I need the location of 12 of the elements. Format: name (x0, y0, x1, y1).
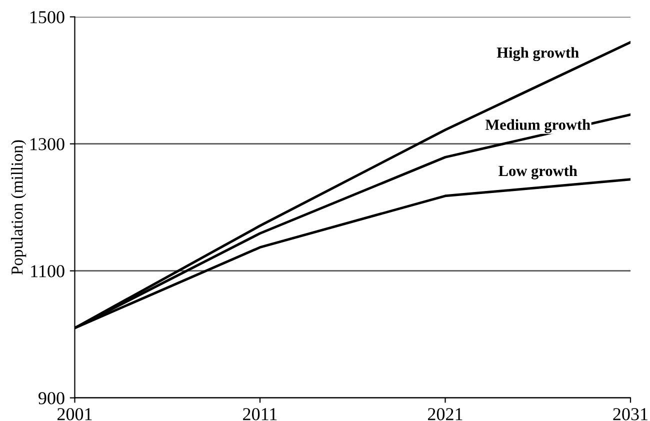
x-tick-label: 2021 (428, 408, 462, 420)
y-tick-label: 1500 (30, 11, 64, 24)
y-tick-label: 900 (38, 392, 64, 404)
y-axis-title: Population (million) (11, 140, 26, 275)
series-label: High growth (496, 47, 579, 62)
x-tick-label: 2011 (243, 408, 277, 420)
y-tick-label: 1100 (31, 265, 64, 278)
x-tick-label: 2001 (57, 408, 92, 420)
x-tick-label: 2031 (613, 408, 648, 420)
series-label: Low growth (498, 165, 578, 180)
series-label: Medium growth (485, 119, 590, 134)
y-tick-label: 1300 (30, 138, 64, 150)
